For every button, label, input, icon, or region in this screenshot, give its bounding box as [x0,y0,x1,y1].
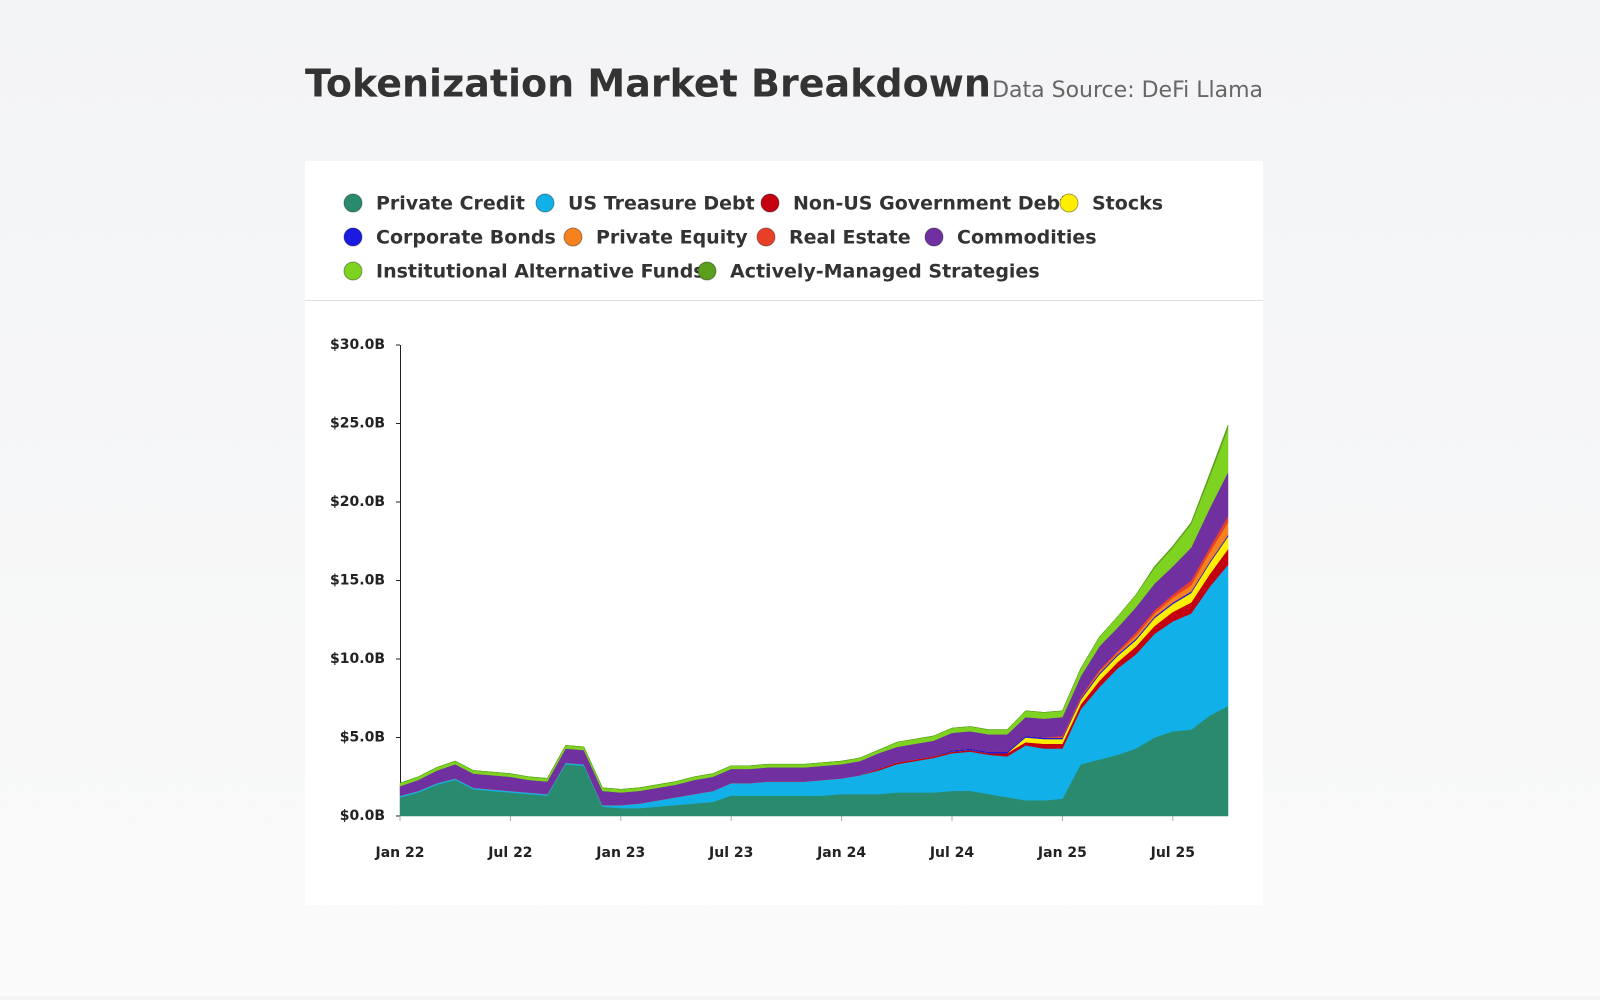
x-tick-label: Jul 22 [487,845,532,861]
legend-marker [697,261,717,281]
legend-marker [924,227,944,247]
x-tick-label: Jan 23 [595,845,645,861]
legend-marker [343,227,363,247]
legend-marker [756,227,776,247]
y-tick-label: $20.0B [330,494,385,510]
area [399,424,1229,790]
legend-label: Private Equity [596,227,748,249]
chart-title: Tokenization Market Breakdown [305,62,991,106]
legend-label: Actively-Managed Strategies [730,261,1040,283]
y-tick-label: $5.0B [340,730,385,746]
legend-marker [535,193,555,213]
x-tick-label: Jan 25 [1037,845,1087,861]
legend-label: Institutional Alternative Funds [376,261,705,283]
x-tick-label: Jan 22 [375,845,425,861]
legend-label: Non-US Government Debt [793,193,1069,215]
x-tick-label: Jul 24 [929,845,975,861]
legend-marker [563,227,583,247]
x-tick-label: Jan 24 [816,845,866,861]
legend-label: Commodities [957,227,1097,249]
legend-label: Stocks [1092,193,1163,215]
legend-marker [343,261,363,281]
legend-marker [1059,193,1079,213]
legend-label: US Treasure Debt [568,193,755,215]
x-tick-label: Jul 25 [1150,845,1195,861]
y-tick-label: $25.0B [330,416,385,432]
y-tick-label: $15.0B [330,573,385,589]
legend-label: Private Credit [376,193,525,215]
legend-label: Corporate Bonds [376,227,556,249]
legend-label: Real Estate [789,227,911,249]
legend-marker [343,193,363,213]
y-tick-label: $30.0B [330,337,385,353]
y-tick-label: $0.0B [340,808,385,824]
subtitle: Data Source: DeFi Llama [992,78,1263,103]
legend-marker [760,193,780,213]
x-tick-label: Jul 23 [708,845,753,861]
y-tick-label: $10.0B [330,651,385,667]
